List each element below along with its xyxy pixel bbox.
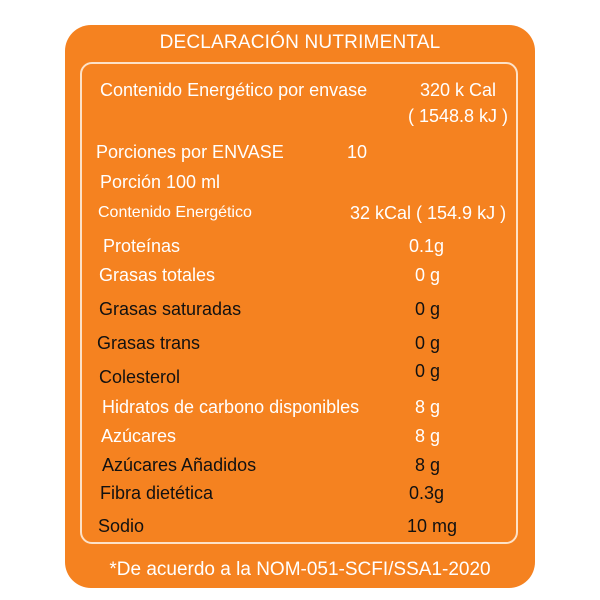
servings-value: 10 — [347, 142, 368, 162]
nutrient-label: Colesterol — [99, 367, 181, 387]
nutrient-value: 0 g — [415, 333, 441, 353]
energy-container-label: Contenido Energético por envase — [100, 80, 368, 100]
label-title: DECLARACIÓN NUTRIMENTAL — [159, 32, 441, 53]
energy-container-kcal: 320 k Cal — [420, 80, 497, 100]
energy-container-kj: ( 1548.8 kJ ) — [408, 106, 509, 126]
energy-serving-label: Contenido Energético — [98, 204, 252, 221]
serving-size: Porción 100 ml — [100, 172, 221, 192]
nutrient-value: 0 g — [415, 265, 441, 285]
regulation-footnote: *De acuerdo a la NOM-051-SCFI/SSA1-2020 — [109, 559, 491, 580]
nutrient-value: 0 g — [415, 299, 441, 319]
nutrition-table-border — [80, 62, 518, 544]
nutrient-label: Grasas trans — [97, 333, 201, 353]
nutrient-value: 0 g — [415, 361, 441, 381]
nutrient-label: Azúcares — [101, 426, 177, 446]
servings-label: Porciones por ENVASE — [96, 142, 284, 162]
nutrient-value: 0.3g — [409, 483, 445, 503]
nutrient-label: Grasas saturadas — [99, 299, 242, 319]
nutrition-panel — [65, 25, 535, 588]
nutrient-value: 8 g — [415, 455, 441, 475]
nutrient-value: 10 mg — [407, 516, 458, 536]
nutrient-value: 8 g — [415, 397, 441, 417]
nutrient-value: 8 g — [415, 426, 441, 446]
energy-serving-value: 32 kCal ( 154.9 kJ ) — [350, 203, 507, 223]
nutrient-label: Fibra dietética — [100, 483, 214, 503]
nutrient-label: Hidratos de carbono disponibles — [102, 397, 360, 417]
nutrient-label: Grasas totales — [99, 265, 216, 285]
nutrient-value: 0.1g — [409, 236, 445, 256]
nutrient-label: Sodio — [98, 516, 145, 536]
nutrient-label: Azúcares Añadidos — [102, 455, 257, 475]
nutrient-label: Proteínas — [103, 236, 181, 256]
